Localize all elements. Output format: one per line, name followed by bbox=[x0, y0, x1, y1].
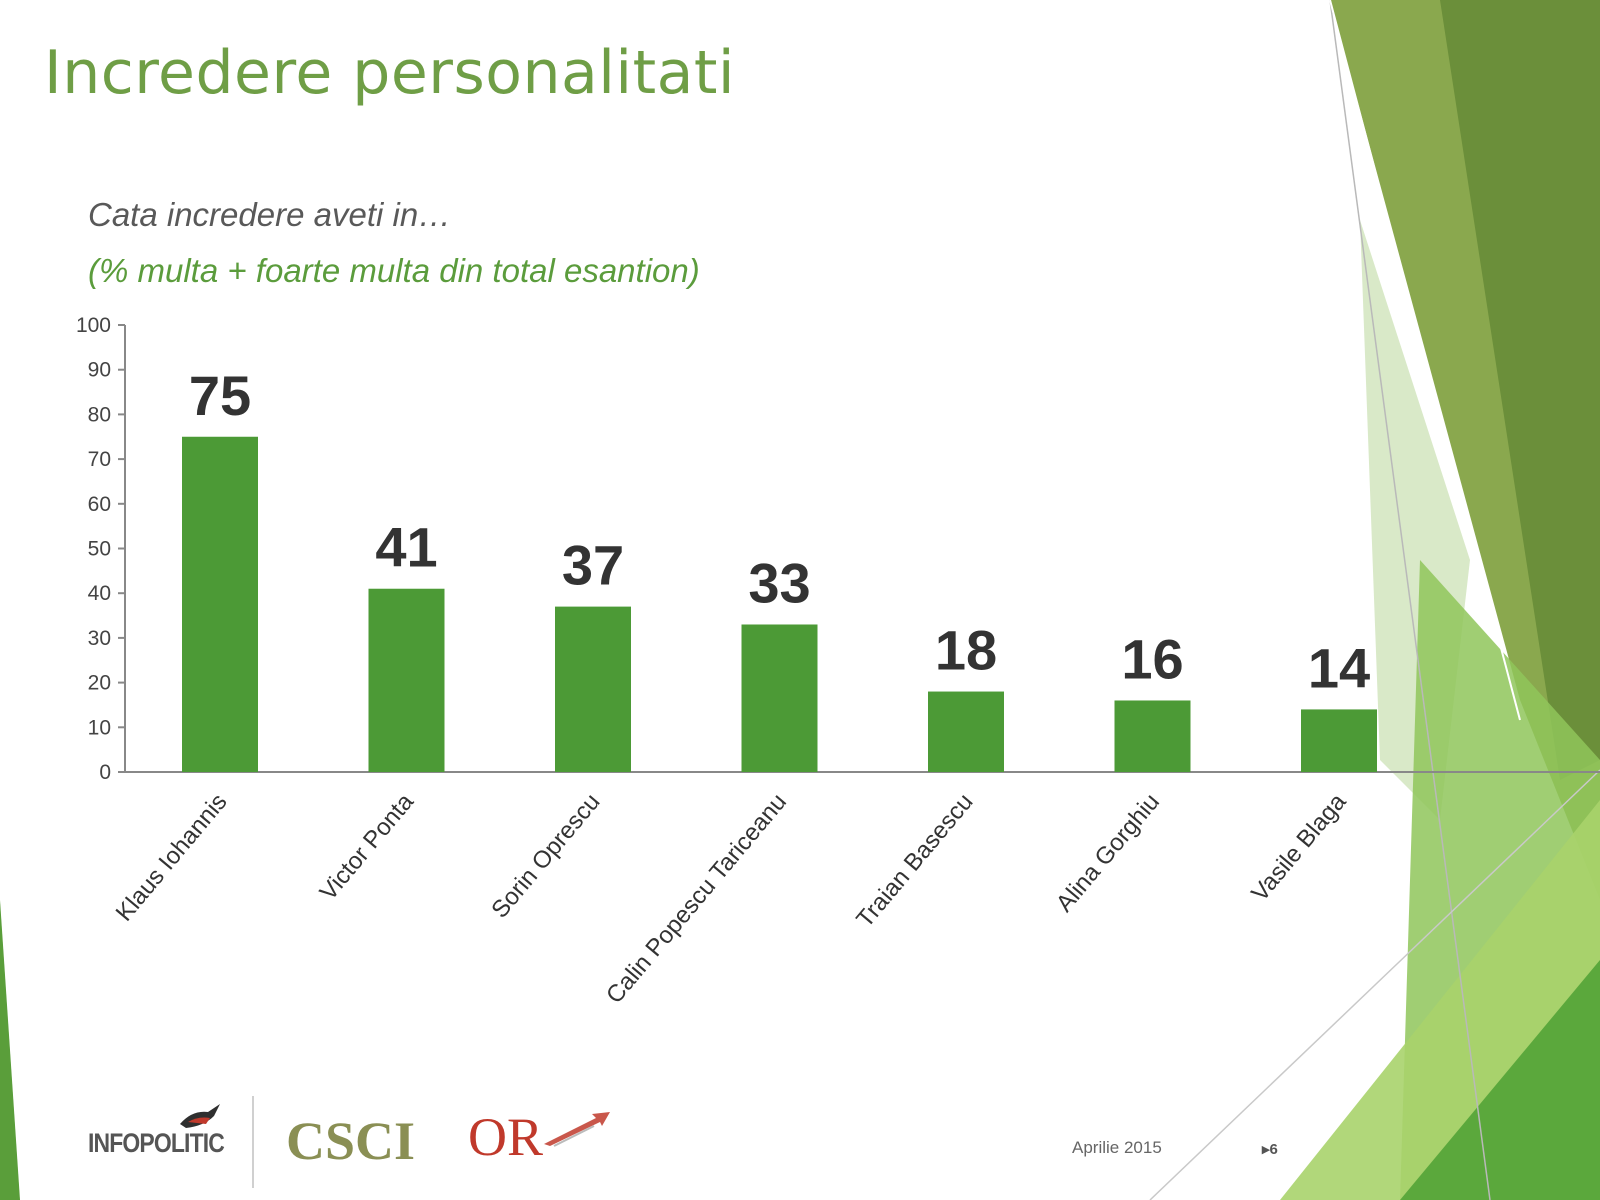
deco-line-2 bbox=[1149, 769, 1600, 1200]
bar bbox=[182, 436, 258, 772]
bar-value-label: 14 bbox=[1308, 636, 1370, 699]
chart-question: Cata incredere aveti in… bbox=[88, 196, 452, 233]
bar bbox=[928, 691, 1004, 772]
y-tick-label: 60 bbox=[88, 493, 111, 516]
bar-value-label: 18 bbox=[935, 619, 997, 682]
y-tick-label: 30 bbox=[88, 627, 111, 650]
deco-line-3 bbox=[1329, 0, 1521, 721]
y-tick-label: 80 bbox=[88, 403, 111, 426]
bar-value-label: 37 bbox=[562, 534, 624, 597]
slide-title: Incredere personalitati bbox=[44, 38, 736, 108]
footer-date: Aprilie 2015 bbox=[1072, 1138, 1162, 1157]
x-tick-label: Vasile Blaga bbox=[1246, 788, 1352, 907]
bar-value-label: 41 bbox=[375, 516, 437, 579]
or-logo: OR bbox=[468, 1107, 544, 1167]
deco-shape-left bbox=[0, 900, 20, 1200]
bar bbox=[555, 606, 631, 772]
bar-value-label: 75 bbox=[189, 364, 251, 427]
y-tick-label: 10 bbox=[88, 716, 111, 739]
y-tick-label: 70 bbox=[88, 448, 111, 471]
x-tick-label: Alina Gorghiu bbox=[1051, 789, 1165, 918]
deco-shape-right-olive bbox=[1440, 0, 1600, 780]
bar-value-label: 33 bbox=[748, 551, 810, 614]
bar bbox=[1301, 709, 1377, 772]
bar bbox=[1114, 700, 1191, 772]
csci-logo: CSCI bbox=[286, 1111, 416, 1171]
bar-value-label: 16 bbox=[1121, 627, 1183, 690]
logo-divider bbox=[252, 1096, 254, 1188]
y-tick-label: 20 bbox=[88, 672, 111, 695]
x-tick-label: Traian Basescu bbox=[851, 789, 978, 933]
y-tick-label: 100 bbox=[76, 314, 111, 337]
chart-note: (% multa + foarte multa din total esanti… bbox=[88, 252, 700, 289]
x-tick-label: Sorin Oprescu bbox=[486, 789, 605, 924]
bar bbox=[368, 588, 445, 772]
deco-line-1 bbox=[1329, 0, 1491, 1200]
infopolitic-bird-icon bbox=[180, 1104, 220, 1128]
infopolitic-logo: INFOPOLITIC bbox=[88, 1128, 225, 1158]
bar bbox=[741, 624, 818, 772]
y-tick-label: 90 bbox=[88, 359, 111, 382]
deco-shape-bottom-green bbox=[1400, 960, 1600, 1200]
page-number: ▸6 bbox=[1262, 1141, 1278, 1158]
x-tick-label: Victor Ponta bbox=[315, 788, 420, 906]
or-arrow-icon bbox=[544, 1112, 610, 1147]
x-tick-label: Klaus Iohannis bbox=[111, 789, 233, 927]
y-tick-label: 50 bbox=[88, 538, 111, 561]
y-tick-label: 0 bbox=[99, 761, 111, 784]
y-tick-label: 40 bbox=[88, 582, 111, 605]
x-tick-label: Calin Popescu Tariceanu bbox=[601, 789, 792, 1009]
